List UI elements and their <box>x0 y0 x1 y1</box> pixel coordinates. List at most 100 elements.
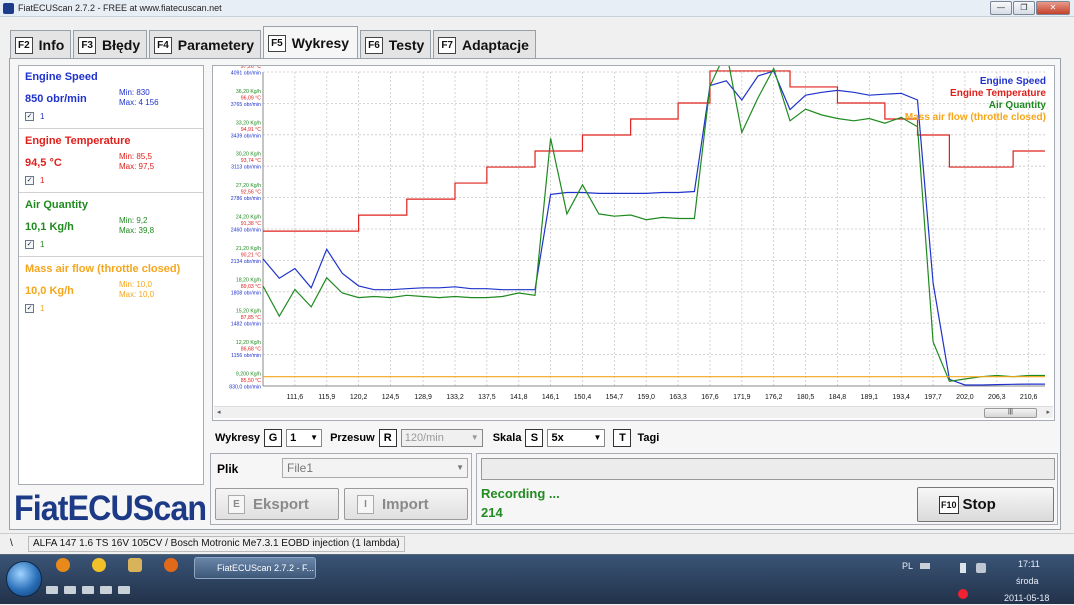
y-tick-label: 33,20 Kg/h <box>236 120 261 126</box>
przesuw-key[interactable]: R <box>378 429 397 447</box>
series-line-air-quantity <box>262 66 1045 382</box>
tray-drive-icon-1[interactable] <box>46 586 58 594</box>
chevron-down-icon: ▼ <box>456 463 464 472</box>
tab-info[interactable]: F2 Info <box>10 30 72 59</box>
tab-adaptacje-label: Adaptacje <box>461 37 529 53</box>
start-button[interactable] <box>6 561 42 597</box>
x-tick-label: 197,7 <box>924 394 942 401</box>
maximize-button[interactable]: ❐ <box>1013 1 1035 15</box>
alert-icon[interactable] <box>958 589 968 599</box>
stop-label: Stop <box>962 496 996 513</box>
x-tick-label: 111,6 <box>287 394 304 401</box>
y-tick-label: 94,91 °C <box>241 127 261 133</box>
wykresy-key[interactable]: G <box>264 429 283 447</box>
tab-adaptacje[interactable]: F7 Adaptacje <box>433 30 536 59</box>
y-tick-label: 3439 obr/min <box>231 133 261 139</box>
chart-horizontal-scrollbar[interactable]: ◂ ||| ▸ <box>214 406 1053 418</box>
close-button[interactable]: ✕ <box>1036 1 1070 15</box>
x-tick-label: 206,3 <box>988 394 1006 401</box>
file-select[interactable]: File1 ▼ <box>282 458 468 478</box>
export-label: Eksport <box>253 495 309 513</box>
legend-engine-speed: Engine Speed <box>979 76 1046 87</box>
y-tick-label: 1808 obr/min <box>231 290 261 296</box>
tab-testy-key: F6 <box>365 36 383 54</box>
channel-checkbox[interactable]: ✓ <box>25 240 34 249</box>
import-label: Import <box>382 495 429 513</box>
fiatecuscan-logo: FiatECUScan <box>14 489 207 528</box>
skala-key[interactable]: S <box>525 429 544 447</box>
channel-name: Engine Speed <box>25 71 98 83</box>
y-tick-label: 18,20 Kg/h <box>236 277 261 283</box>
channel-name: Air Quantity <box>25 199 88 211</box>
usb-icon[interactable] <box>960 563 966 573</box>
scroll-thumb[interactable]: ||| <box>984 408 1037 418</box>
channel-checkbox-label: 1 <box>40 304 45 313</box>
firefox-icon[interactable] <box>164 558 178 572</box>
keyboard-icon[interactable] <box>920 563 930 569</box>
tray-drive-icon-4[interactable] <box>100 586 112 594</box>
x-tick-label: 128,9 <box>414 394 432 401</box>
tagi-key[interactable]: T <box>613 429 632 447</box>
channel-checkbox[interactable]: ✓ <box>25 112 34 121</box>
tab-parametery-key: F4 <box>154 36 172 54</box>
tab-info-label: Info <box>38 37 65 53</box>
x-tick-label: 150,4 <box>574 394 592 401</box>
channel-checkbox[interactable]: ✓ <box>25 304 34 313</box>
channel-max: Max: 39,8 <box>119 226 155 235</box>
clock-time[interactable]: 17:11 <box>1018 559 1040 569</box>
y-tick-label: 85,50 °C <box>241 378 261 384</box>
tab-parametery[interactable]: F4 Parametery <box>149 30 262 59</box>
x-tick-label: 141,8 <box>510 394 528 401</box>
tab-wykresy[interactable]: F5 Wykresy <box>263 26 359 59</box>
window-titlebar: FiatECUScan 2.7.2 - FREE at www.fiatecus… <box>0 0 1074 17</box>
x-tick-label: 120,2 <box>350 394 368 401</box>
taskbar-item-fiatecuscan[interactable]: FiatECUScan 2.7.2 - F... <box>194 557 316 579</box>
y-tick-label: 91,38 °C <box>241 221 261 227</box>
channel-mass-air-flow[interactable]: Mass air flow (throttle closed) 10,0 Kg/… <box>19 258 203 321</box>
chevron-down-icon: ▼ <box>310 433 319 442</box>
tray-drive-icon-2[interactable] <box>64 586 76 594</box>
chevron-down-icon: ▼ <box>593 433 602 442</box>
tray-drive-icon-5[interactable] <box>118 586 130 594</box>
tray-drive-icon-3[interactable] <box>82 586 94 594</box>
channel-engine-speed[interactable]: Engine Speed 850 obr/min Min: 830 Max: 4… <box>19 66 203 129</box>
folder-icon[interactable] <box>128 558 142 572</box>
channel-name: Mass air flow (throttle closed) <box>25 263 181 275</box>
quicklaunch-icon-1[interactable] <box>56 558 70 572</box>
series-line-engine-speed <box>262 70 1045 386</box>
network-icon[interactable] <box>976 563 986 573</box>
import-button[interactable]: I Import <box>344 488 468 520</box>
y-tick-label: 89,03 °C <box>241 284 261 290</box>
skala-label: Skala <box>492 432 522 444</box>
tab-bledy[interactable]: F3 Błędy <box>73 30 148 59</box>
file-value: File1 <box>287 461 314 475</box>
wykresy-select[interactable]: 1 ▼ <box>286 429 323 447</box>
legend-mass-air-flow: Mass air flow (throttle closed) <box>904 112 1046 123</box>
stop-button[interactable]: F10 Stop <box>917 487 1054 522</box>
x-tick-label: 133,2 <box>446 394 464 401</box>
skala-select[interactable]: 5x ▼ <box>547 429 606 447</box>
x-tick-label: 154,7 <box>606 394 624 401</box>
tab-testy[interactable]: F6 Testy <box>360 30 432 59</box>
przesuw-select[interactable]: 120/min ▼ <box>400 429 483 447</box>
x-tick-label: 167,6 <box>701 394 719 401</box>
language-indicator[interactable]: PL <box>902 561 914 571</box>
export-button[interactable]: E Eksport <box>215 488 339 520</box>
minimize-button[interactable]: — <box>990 1 1012 15</box>
scroll-left-icon[interactable]: ◂ <box>217 409 221 416</box>
quicklaunch-icon-2[interactable] <box>92 558 106 572</box>
scroll-right-icon[interactable]: ▸ <box>1046 409 1050 416</box>
y-tick-label: 36,20 Kg/h <box>236 89 261 95</box>
window-controls: — ❐ ✕ <box>990 1 1070 15</box>
channel-checkbox[interactable]: ✓ <box>25 176 34 185</box>
x-tick-label: 202,0 <box>956 394 974 401</box>
channel-checkbox-label: 1 <box>40 240 45 249</box>
recording-count: 214 <box>481 505 503 520</box>
channel-air-quantity[interactable]: Air Quantity 10,1 Kg/h Min: 9,2 Max: 39,… <box>19 194 203 257</box>
recording-progress-bar <box>481 458 1055 480</box>
channel-value: 10,0 Kg/h <box>25 285 74 297</box>
channel-min: Min: 10,0 <box>119 280 152 289</box>
tab-adaptacje-key: F7 <box>438 36 456 54</box>
import-key: I <box>357 494 374 514</box>
channel-engine-temperature[interactable]: Engine Temperature 94,5 °C Min: 85,5 Max… <box>19 130 203 193</box>
